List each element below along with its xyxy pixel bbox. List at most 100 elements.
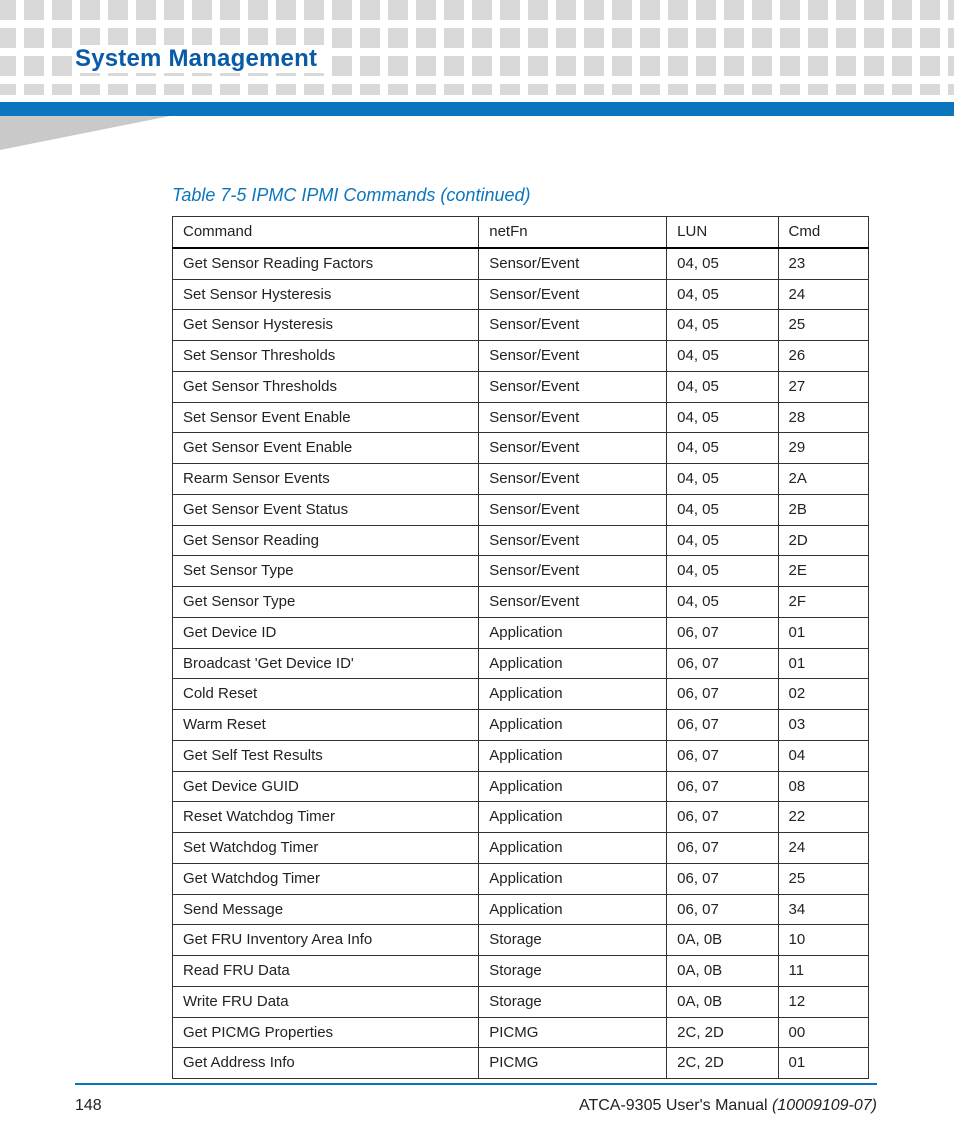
table-row: Get Address InfoPICMG2C, 2D01: [173, 1048, 869, 1079]
content-area: Table 7-5 IPMC IPMI Commands (continued)…: [172, 185, 869, 1079]
table-row: Get Watchdog TimerApplication06, 0725: [173, 863, 869, 894]
table-cell: Storage: [479, 986, 667, 1017]
table-cell: 11: [778, 956, 869, 987]
table-cell: Sensor/Event: [479, 310, 667, 341]
table-cell: 04, 05: [667, 248, 778, 279]
table-cell: Write FRU Data: [173, 986, 479, 1017]
table-cell: 04, 05: [667, 279, 778, 310]
table-caption: Table 7-5 IPMC IPMI Commands (continued): [172, 185, 869, 206]
table-cell: 2A: [778, 464, 869, 495]
table-cell: 04, 05: [667, 310, 778, 341]
table-cell: Get Sensor Type: [173, 587, 479, 618]
table-cell: Get Sensor Event Status: [173, 494, 479, 525]
table-cell: Sensor/Event: [479, 494, 667, 525]
table-cell: 04, 05: [667, 371, 778, 402]
col-header-lun: LUN: [667, 217, 778, 248]
table-cell: Sensor/Event: [479, 371, 667, 402]
table-cell: 12: [778, 986, 869, 1017]
table-row: Set Watchdog TimerApplication06, 0724: [173, 833, 869, 864]
table-cell: Application: [479, 894, 667, 925]
table-cell: 06, 07: [667, 617, 778, 648]
table-cell: Read FRU Data: [173, 956, 479, 987]
header-blue-rule: [0, 102, 954, 116]
table-cell: PICMG: [479, 1048, 667, 1079]
table-cell: Warm Reset: [173, 710, 479, 741]
table-cell: Reset Watchdog Timer: [173, 802, 479, 833]
table-cell: Cold Reset: [173, 679, 479, 710]
header-wedge: [0, 116, 170, 150]
table-row: Set Sensor Event EnableSensor/Event04, 0…: [173, 402, 869, 433]
table-cell: 04, 05: [667, 402, 778, 433]
table-cell: Set Sensor Hysteresis: [173, 279, 479, 310]
table-cell: 0A, 0B: [667, 956, 778, 987]
table-cell: Get PICMG Properties: [173, 1017, 479, 1048]
table-cell: Sensor/Event: [479, 525, 667, 556]
table-cell: 26: [778, 341, 869, 372]
table-cell: Get Sensor Hysteresis: [173, 310, 479, 341]
table-cell: Set Sensor Type: [173, 556, 479, 587]
table-cell: Storage: [479, 956, 667, 987]
table-cell: 06, 07: [667, 740, 778, 771]
table-cell: Get Sensor Event Enable: [173, 433, 479, 464]
table-row: Set Sensor ThresholdsSensor/Event04, 052…: [173, 341, 869, 372]
table-cell: Sensor/Event: [479, 464, 667, 495]
col-header-command: Command: [173, 217, 479, 248]
table-cell: Set Sensor Thresholds: [173, 341, 479, 372]
table-cell: 24: [778, 833, 869, 864]
table-row: Get Sensor ReadingSensor/Event04, 052D: [173, 525, 869, 556]
table-row: Broadcast 'Get Device ID'Application06, …: [173, 648, 869, 679]
footer-rule: [75, 1083, 877, 1085]
table-cell: Sensor/Event: [479, 587, 667, 618]
table-cell: PICMG: [479, 1017, 667, 1048]
table-cell: Broadcast 'Get Device ID': [173, 648, 479, 679]
table-cell: Application: [479, 833, 667, 864]
table-cell: 2C, 2D: [667, 1017, 778, 1048]
table-cell: Application: [479, 740, 667, 771]
page-number: 148: [75, 1097, 102, 1115]
table-cell: 28: [778, 402, 869, 433]
table-cell: Get Sensor Reading Factors: [173, 248, 479, 279]
table-cell: 25: [778, 863, 869, 894]
table-row: Get Sensor Reading FactorsSensor/Event04…: [173, 248, 869, 279]
table-row: Get Self Test ResultsApplication06, 0704: [173, 740, 869, 771]
table-cell: 04, 05: [667, 433, 778, 464]
table-cell: 04, 05: [667, 587, 778, 618]
page-title: System Management: [75, 45, 327, 73]
table-cell: 01: [778, 1048, 869, 1079]
table-cell: 2F: [778, 587, 869, 618]
table-cell: 04: [778, 740, 869, 771]
table-cell: 01: [778, 617, 869, 648]
document-id: ATCA-9305 User's Manual (10009109-07): [579, 1097, 877, 1115]
table-cell: 06, 07: [667, 679, 778, 710]
table-cell: 06, 07: [667, 894, 778, 925]
table-cell: 04, 05: [667, 341, 778, 372]
table-row: Set Sensor HysteresisSensor/Event04, 052…: [173, 279, 869, 310]
table-cell: Sensor/Event: [479, 556, 667, 587]
table-cell: 06, 07: [667, 802, 778, 833]
table-row: Get FRU Inventory Area InfoStorage0A, 0B…: [173, 925, 869, 956]
table-row: Read FRU DataStorage0A, 0B11: [173, 956, 869, 987]
table-cell: 06, 07: [667, 833, 778, 864]
table-row: Get Device GUIDApplication06, 0708: [173, 771, 869, 802]
table-cell: Sensor/Event: [479, 279, 667, 310]
table-cell: 04, 05: [667, 494, 778, 525]
table-cell: 06, 07: [667, 863, 778, 894]
table-cell: 02: [778, 679, 869, 710]
table-row: Write FRU DataStorage0A, 0B12: [173, 986, 869, 1017]
table-cell: 2D: [778, 525, 869, 556]
table-cell: 29: [778, 433, 869, 464]
table-cell: Application: [479, 679, 667, 710]
table-cell: 0A, 0B: [667, 925, 778, 956]
table-cell: 06, 07: [667, 648, 778, 679]
table-cell: Application: [479, 648, 667, 679]
table-cell: Send Message: [173, 894, 479, 925]
col-header-netfn: netFn: [479, 217, 667, 248]
table-cell: Application: [479, 617, 667, 648]
table-cell: Get Self Test Results: [173, 740, 479, 771]
table-cell: Get Device ID: [173, 617, 479, 648]
table-cell: Sensor/Event: [479, 341, 667, 372]
table-cell: Sensor/Event: [479, 402, 667, 433]
table-cell: 08: [778, 771, 869, 802]
table-cell: Get Sensor Reading: [173, 525, 479, 556]
table-cell: Get FRU Inventory Area Info: [173, 925, 479, 956]
